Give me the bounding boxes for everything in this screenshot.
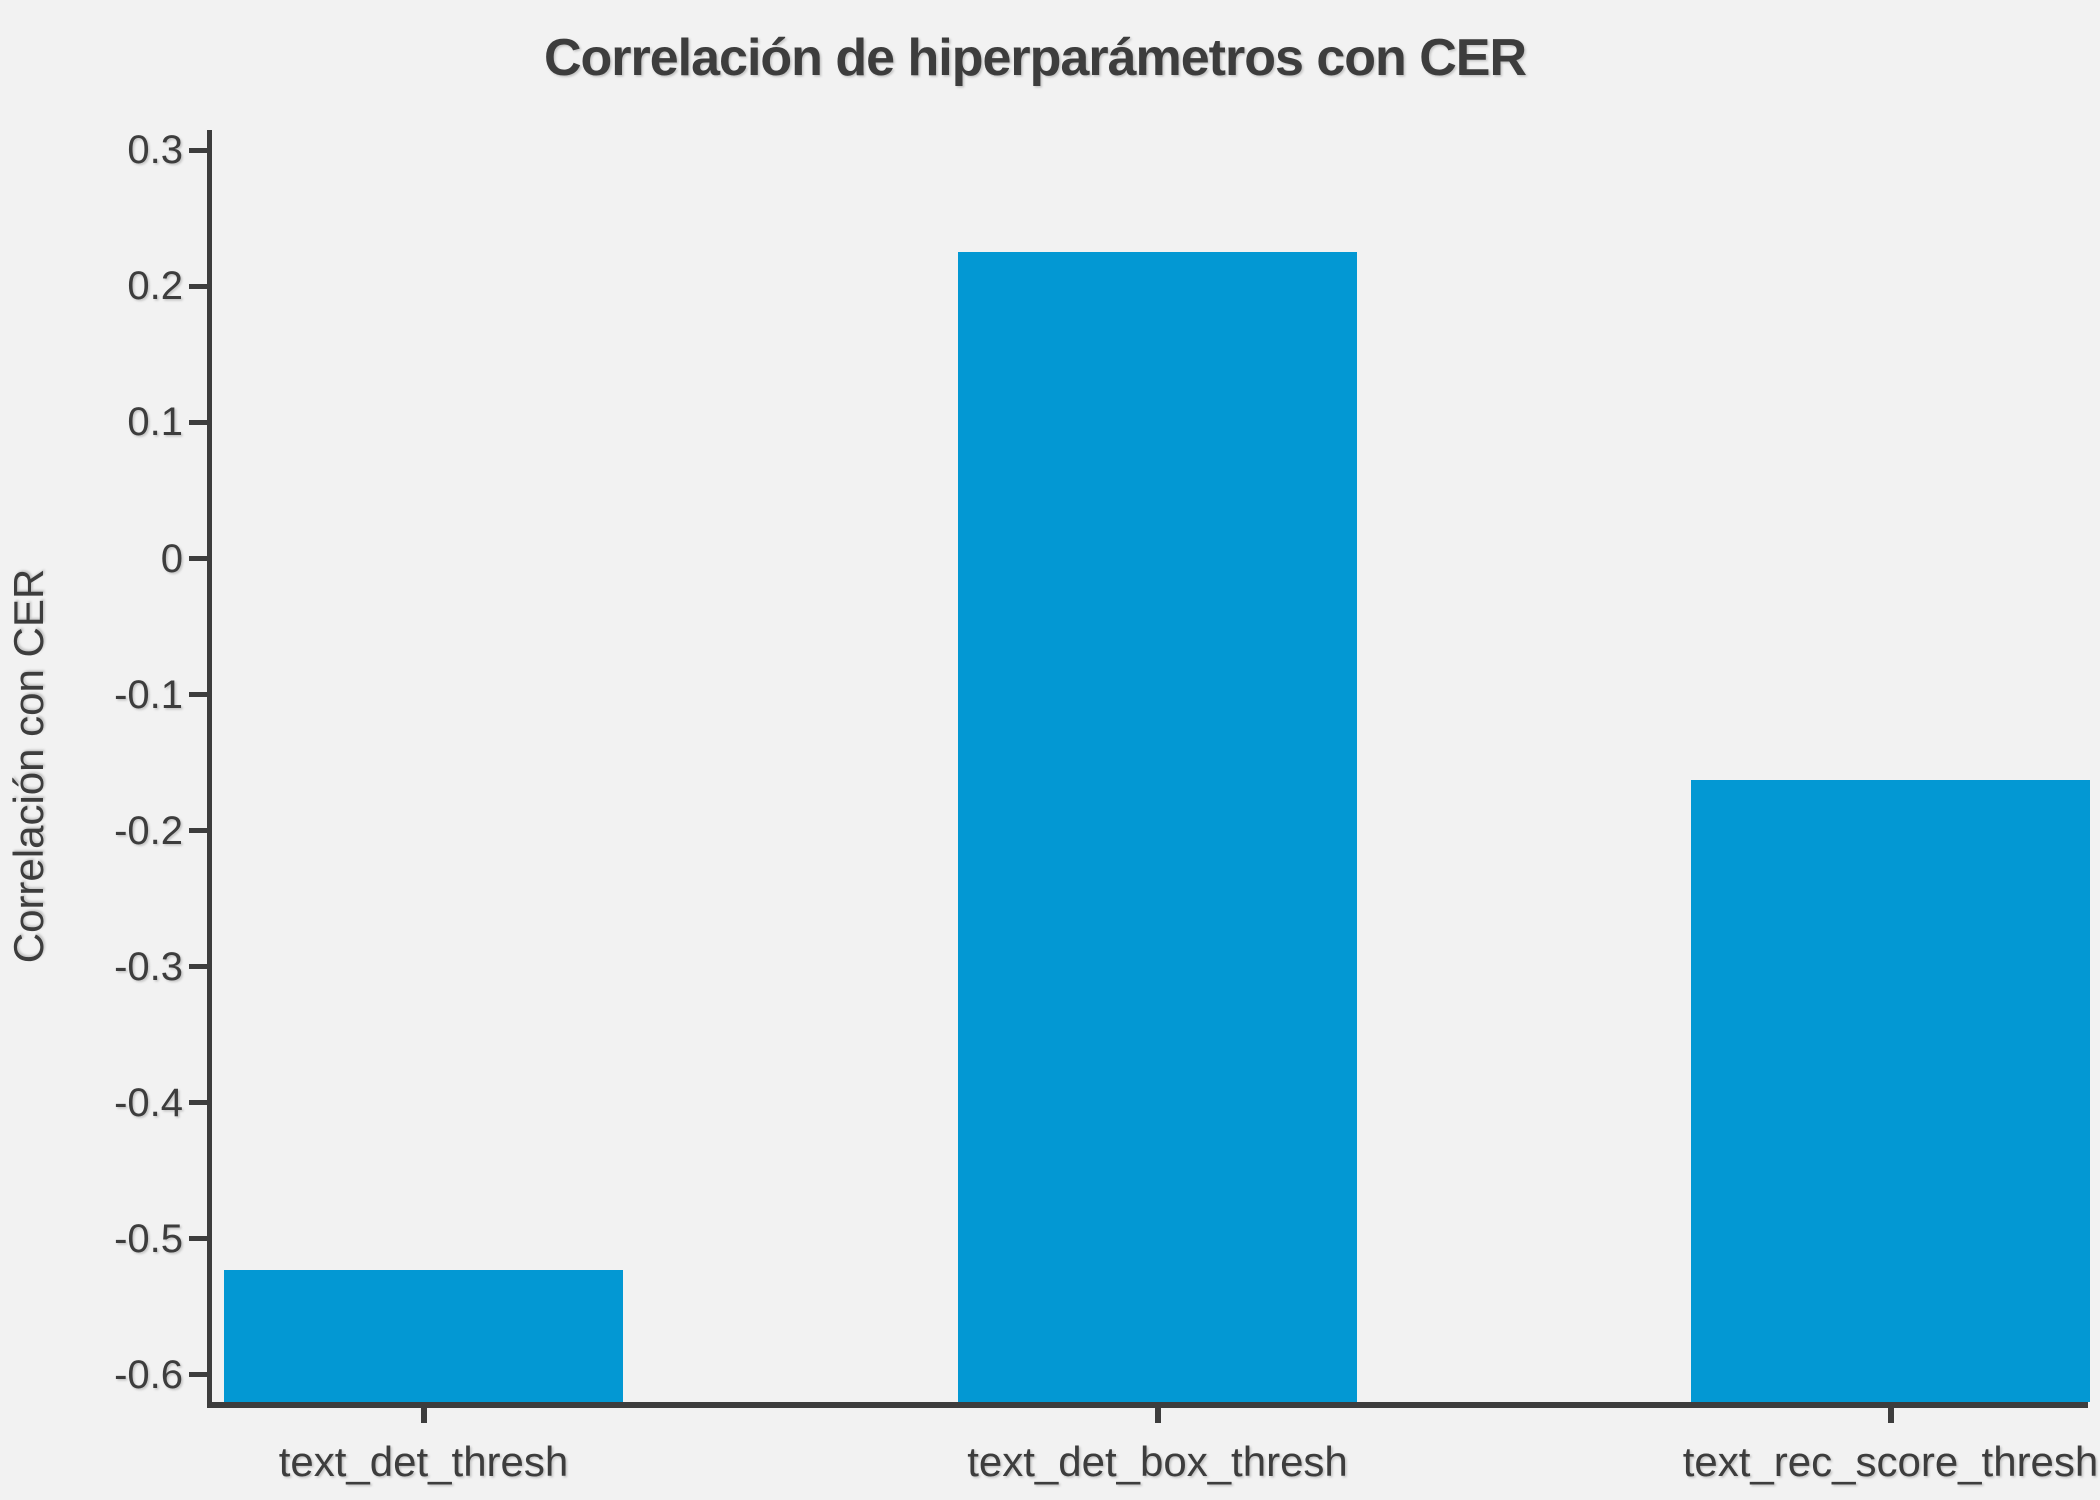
x-tick-label: text_rec_score_thresh [1682, 1438, 2099, 1485]
x-axis-spine [207, 1402, 2088, 1408]
y-tick-mark [189, 692, 207, 698]
y-tick-label: -0.1 [114, 672, 183, 717]
y-axis-spine [207, 130, 212, 1402]
y-axis-label: Correlación con CER [5, 568, 52, 964]
x-tick-mark [1154, 1408, 1161, 1423]
x-tick-mark [1887, 1408, 1894, 1423]
bar-text_det_box_thresh [958, 252, 1357, 1402]
y-tick-mark [189, 828, 207, 834]
y-tick-mark [189, 419, 207, 425]
y-tick-label: 0.3 [127, 128, 183, 173]
y-tick-mark [189, 1372, 207, 1378]
y-tick-label: 0.1 [127, 400, 183, 445]
y-tick-mark [189, 147, 207, 153]
y-tick-mark [189, 283, 207, 289]
y-tick-mark [189, 1100, 207, 1106]
bar-text_rec_score_thresh [1691, 780, 2090, 1402]
x-tick-mark [420, 1408, 427, 1423]
y-tick-mark [189, 1236, 207, 1242]
x-tick-label: text_det_box_thresh [967, 1438, 1348, 1485]
y-tick-label: -0.2 [114, 808, 183, 853]
y-tick-label: 0 [160, 536, 183, 581]
y-tick-label: -0.3 [114, 944, 183, 989]
y-tick-label: -0.5 [114, 1216, 183, 1261]
y-tick-label: -0.4 [114, 1080, 183, 1125]
y-tick-mark [189, 556, 207, 562]
y-tick-label: 0.2 [127, 264, 183, 309]
x-tick-label: text_det_thresh [278, 1438, 569, 1485]
y-tick-label: -0.6 [114, 1352, 183, 1397]
chart-title: Correlación de hiperparámetros con CER [543, 29, 1527, 87]
bar-text_det_thresh [224, 1270, 623, 1402]
y-tick-mark [189, 964, 207, 970]
